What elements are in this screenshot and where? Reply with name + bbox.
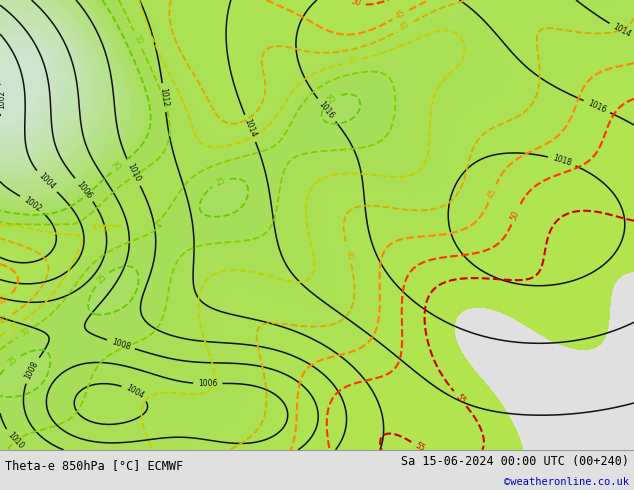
Text: 50: 50 — [509, 209, 521, 221]
Text: 1018: 1018 — [552, 153, 573, 168]
Text: 25: 25 — [95, 272, 108, 286]
Text: ©weatheronline.co.uk: ©weatheronline.co.uk — [504, 477, 629, 487]
Text: 40: 40 — [399, 21, 411, 33]
Text: 50: 50 — [350, 0, 363, 8]
Text: 35: 35 — [101, 224, 112, 234]
Text: Theta-e 850hPa [°C] ECMWF: Theta-e 850hPa [°C] ECMWF — [5, 460, 183, 472]
Text: 25: 25 — [214, 176, 227, 188]
Text: 30: 30 — [132, 33, 144, 46]
Text: 1010: 1010 — [5, 431, 25, 451]
Text: 1002: 1002 — [0, 90, 6, 109]
Text: 1004: 1004 — [124, 383, 146, 401]
Text: 45: 45 — [486, 187, 498, 199]
Text: 30: 30 — [19, 326, 32, 339]
Text: 1008: 1008 — [23, 360, 40, 381]
Text: 40: 40 — [0, 313, 11, 326]
Text: 40: 40 — [344, 249, 354, 261]
Text: 55: 55 — [453, 392, 467, 405]
Text: 45: 45 — [394, 8, 407, 21]
Text: 1010: 1010 — [126, 162, 142, 183]
Text: 55: 55 — [413, 441, 426, 453]
Text: 35: 35 — [346, 56, 358, 67]
Text: 1004: 1004 — [37, 172, 56, 192]
Text: 1006: 1006 — [75, 179, 94, 200]
Text: 25: 25 — [6, 355, 19, 368]
Text: 25: 25 — [326, 93, 339, 106]
Text: Sa 15-06-2024 00:00 UTC (00+240): Sa 15-06-2024 00:00 UTC (00+240) — [401, 455, 629, 467]
Text: 1006: 1006 — [198, 379, 217, 388]
Text: 1012: 1012 — [158, 88, 170, 108]
Text: 1002: 1002 — [22, 195, 42, 213]
Text: 45: 45 — [0, 294, 11, 306]
Text: 1016: 1016 — [317, 100, 336, 121]
Text: 25: 25 — [112, 160, 126, 173]
Text: 1014: 1014 — [242, 118, 258, 139]
Text: 1014: 1014 — [612, 22, 633, 39]
Text: 1008: 1008 — [110, 337, 131, 351]
Text: 35: 35 — [8, 319, 22, 332]
Text: 1016: 1016 — [586, 98, 607, 115]
